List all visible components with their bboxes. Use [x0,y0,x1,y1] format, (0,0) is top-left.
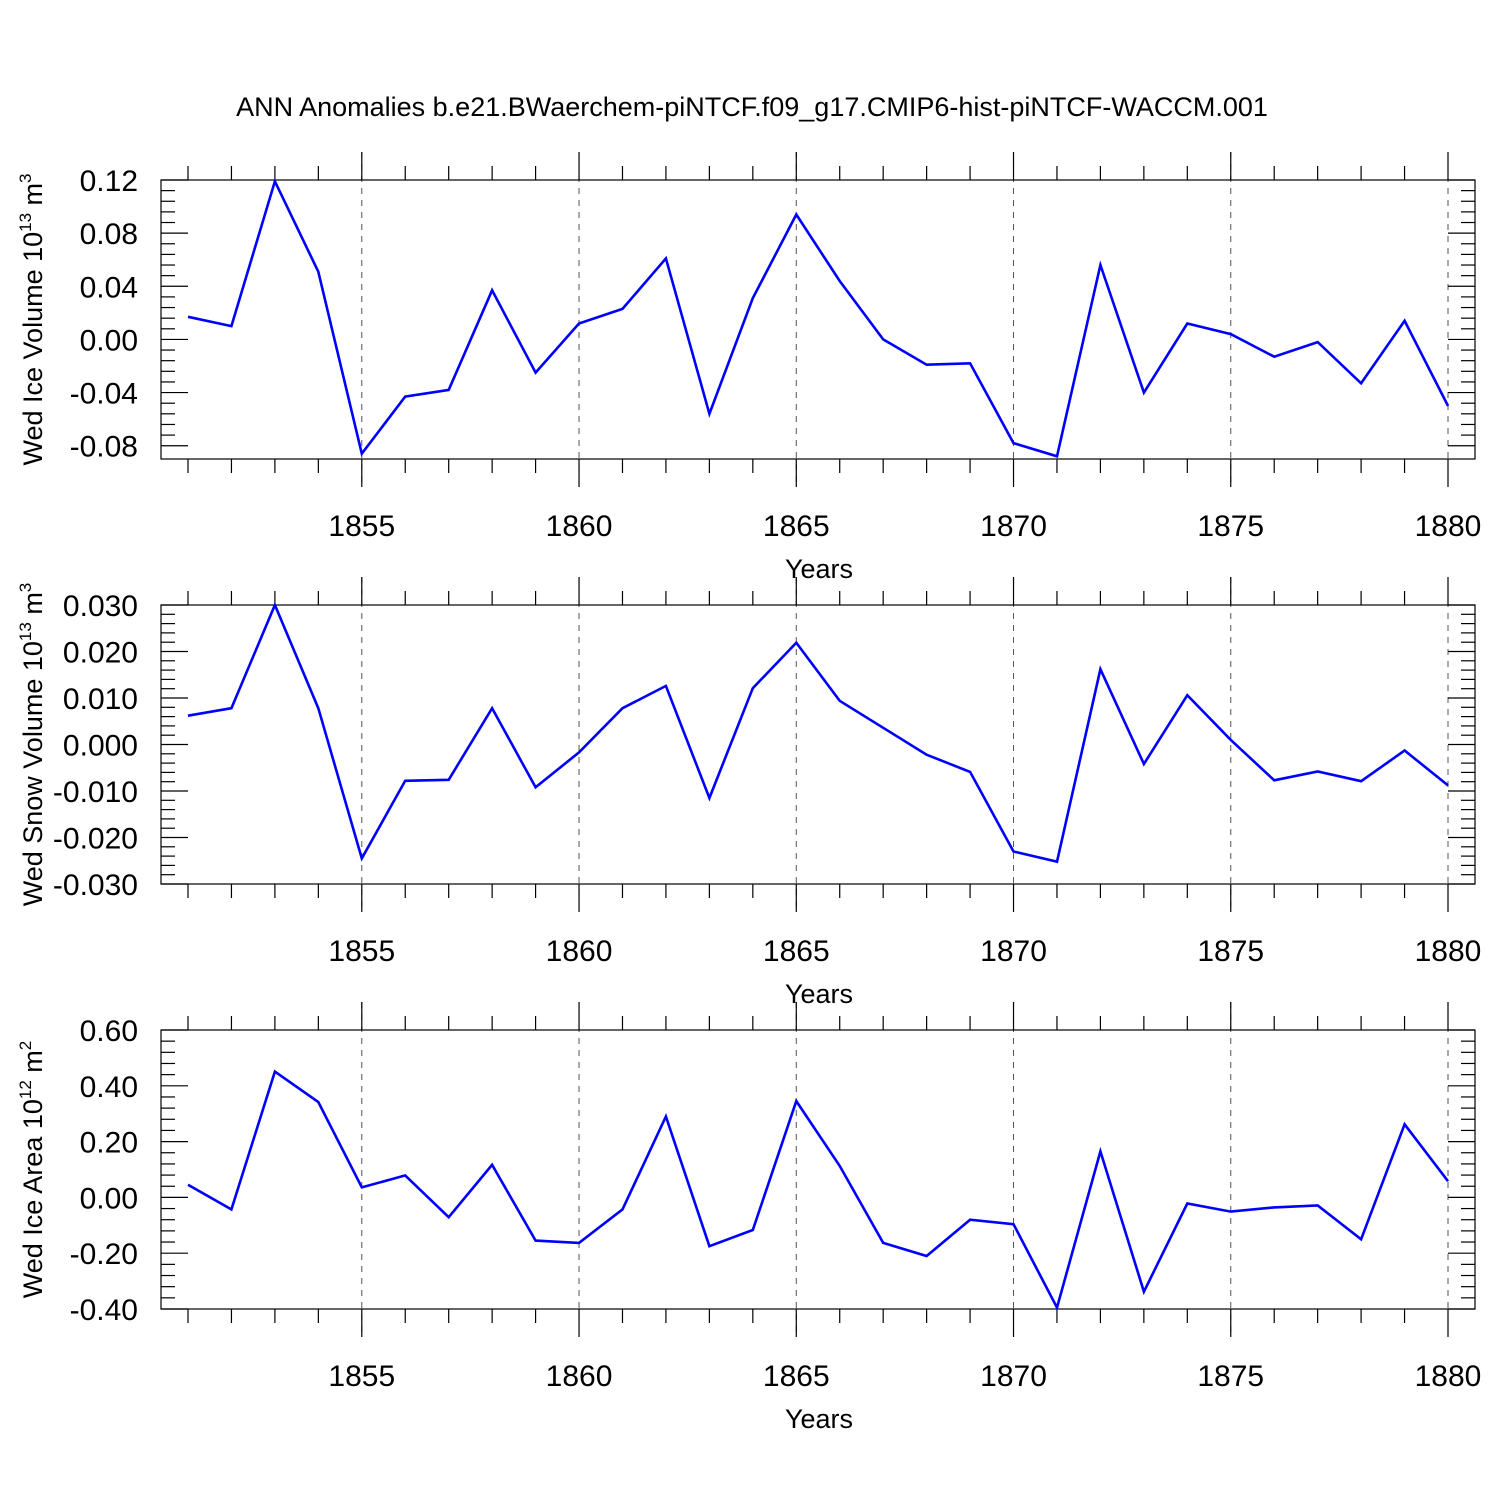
y-axis-title-text: Wed Ice Volume 10 [18,232,48,466]
chart-panel-2: 0.030 0.020 0.010 0.000 -0.010 -0.020 -0.030 18… [16,577,1481,1009]
x-tick-label: 1870 [980,510,1047,543]
y-axis-title: Wed Snow Volume 1013 m3 [16,583,48,907]
chart-panel-3: 0.60 0.40 0.20 0.00 -0.20 -0.40 1855 1860 1865 18… [16,1002,1481,1434]
x-tick-label: 1860 [546,510,613,543]
x-tick-label: 1865 [763,510,830,543]
figure-title: ANN Anomalies b.e21.BWaerchem-piNTCF.f09… [236,92,1268,122]
panels: 0.12 0.08 0.04 0.00 -0.04 -0.08 1855 1860 1865 18… [16,152,1481,1434]
y-tick-label: -0.030 [53,869,138,902]
x-tick-label: 1855 [328,510,395,543]
y-tick-label: -0.40 [70,1294,138,1327]
y-tick-label: 0.00 [80,324,138,357]
y-tick-label: 0.60 [80,1015,138,1048]
y-tick-label: -0.020 [53,823,138,856]
x-tick-label: 1880 [1415,1360,1482,1393]
x-tick-label: 1875 [1197,510,1264,543]
y-axis-title-unit-exponent: 3 [16,583,35,592]
y-tick-label: 0.12 [80,165,138,198]
y-axis-title-text: Wed Snow Volume 10 [18,641,48,906]
y-tick-label: 0.020 [63,637,138,670]
y-tick-label: -0.08 [70,431,138,464]
plot-frame [160,1029,1476,1310]
y-tick-label: 0.08 [80,218,138,251]
x-axis-title: Years [785,979,853,1009]
series-line [187,1069,1450,1312]
y-tick-label: 0.030 [63,590,138,623]
x-tick-label: 1870 [980,1360,1047,1393]
y-axis-title-unit-exponent: 2 [16,1041,35,1050]
x-tick-label: 1855 [328,935,395,968]
y-axis-title: Wed Ice Area 1012 m2 [16,1041,48,1299]
y-tick-label: -0.010 [53,776,138,809]
y-axis-title-unit: m [18,183,48,213]
x-axis-title: Years [785,1404,853,1434]
x-tick-label: 1880 [1415,935,1482,968]
y-axis-title-text: Wed Ice Area 10 [18,1099,48,1298]
y-axis-title-exponent: 13 [16,213,35,232]
x-tick-label: 1875 [1197,1360,1264,1393]
chart-panel-1: 0.12 0.08 0.04 0.00 -0.04 -0.08 1855 1860 1865 18… [16,152,1481,584]
x-tick-label: 1860 [546,1360,613,1393]
y-tick-label: -0.20 [70,1238,138,1271]
x-tick-label: 1880 [1415,510,1482,543]
x-tick-label: 1870 [980,935,1047,968]
x-tick-label: 1855 [328,1360,395,1393]
x-tick-label: 1875 [1197,935,1264,968]
y-axis-title-unit: m [18,592,48,622]
y-tick-label: 0.04 [80,271,138,304]
x-tick-label: 1860 [546,935,613,968]
y-tick-label: 0.40 [80,1071,138,1104]
y-tick-label: -0.04 [70,378,138,411]
y-axis-title-exponent: 13 [16,622,35,641]
y-tick-label: 0.20 [80,1127,138,1160]
y-axis-title-exponent: 12 [16,1080,35,1099]
x-tick-label: 1865 [763,1360,830,1393]
series-line [187,177,1450,458]
x-axis-title: Years [785,554,853,584]
series-line [187,601,1449,864]
y-axis-title-unit: m [18,1050,48,1080]
y-tick-label: 0.000 [63,730,138,763]
x-tick-label: 1865 [763,935,830,968]
plot-frame [160,179,1476,460]
y-axis-title-unit-exponent: 3 [16,173,35,182]
y-axis-title: Wed Ice Volume 1013 m3 [16,173,48,465]
y-tick-label: 0.010 [63,683,138,716]
y-tick-label: 0.00 [80,1182,138,1215]
